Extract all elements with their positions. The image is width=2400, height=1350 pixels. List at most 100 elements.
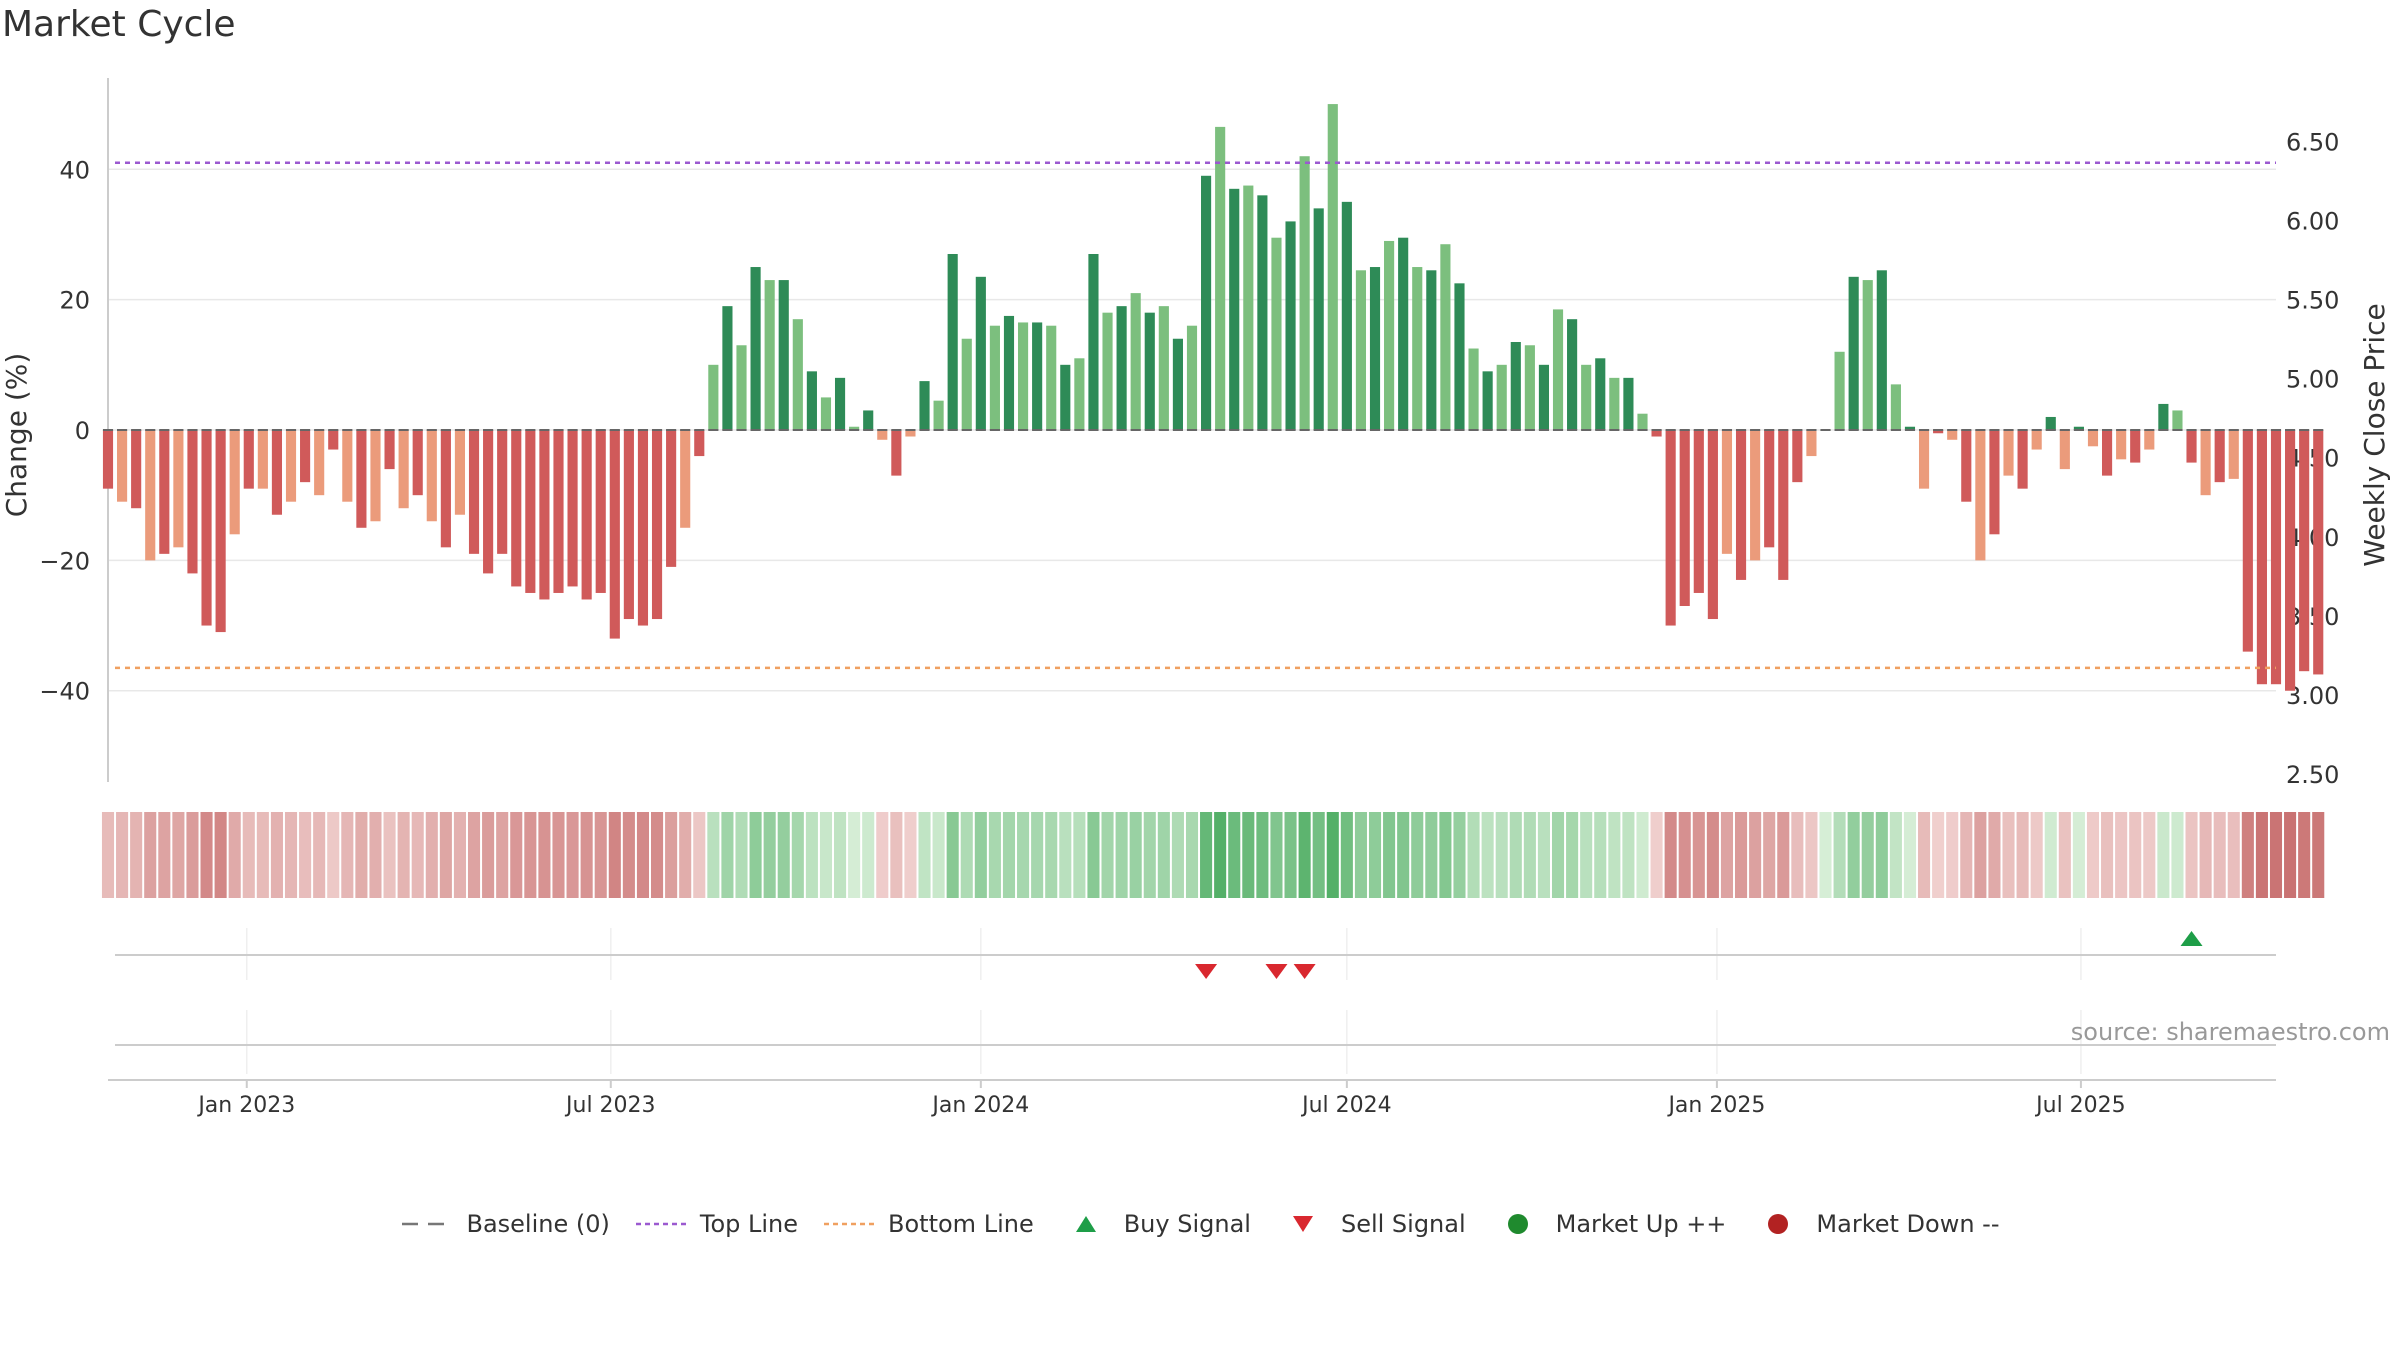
change-bar [1116,306,1127,430]
cycle-strip-cell [2016,812,2029,898]
cycle-strip-cell [1270,812,1283,898]
legend-triangle-down [1292,1216,1313,1232]
change-bar [2214,430,2225,483]
cycle-strip-cell [1171,812,1184,898]
change-bar [1130,293,1141,430]
change-bar [2116,430,2127,460]
cycle-strip-cell [482,812,495,898]
change-bar [440,430,451,548]
cycle-strip-cell [2255,812,2268,898]
change-bar [1172,338,1183,430]
cycle-strip-cell [1340,812,1353,898]
cycle-strip-cell [636,812,649,898]
change-bar [933,400,944,430]
change-bar [1003,315,1015,430]
cycle-strip-cell [116,812,129,898]
change-bar [215,430,226,633]
legend-label: Baseline (0) [466,1210,610,1238]
cycle-strip-cell [1495,812,1508,898]
cycle-strip-cell [327,812,340,898]
cycle-strip-cell [2030,812,2043,898]
change-bar [694,430,705,457]
cycle-strip-cell [1749,812,1762,898]
change-bar [1313,208,1324,430]
cycle-strip-cell [1101,812,1114,898]
change-bar [2144,430,2155,450]
change-bar [1904,426,1916,430]
legend-swatch [1075,1216,1096,1232]
cycle-strip-cell [1861,812,1874,898]
change-bar [849,426,860,430]
cycle-strip-cell [848,812,861,898]
change-bar [1426,270,1437,430]
change-bar [764,280,775,430]
legend-label: Market Down -- [1816,1210,2000,1238]
source-note: source: sharemaestro.com [2070,1018,2390,1046]
change-bar [834,377,846,430]
change-bar [820,397,832,430]
cycle-strip-cell [2312,812,2325,898]
change-bar [2130,430,2141,463]
y-axis-label-left: Change (%) [0,353,33,518]
change-bar [1229,188,1240,430]
change-bar [2073,426,2084,430]
change-bar [2256,430,2267,685]
change-bar [2172,410,2183,430]
cycle-strip-cell [1763,812,1776,898]
cycle-strip-cell [2227,812,2240,898]
change-bar [1496,364,1507,430]
change-bar [623,430,634,620]
cycle-strip-cell [1045,812,1058,898]
change-bar [1369,267,1381,430]
cycle-strip-cell [763,812,776,898]
change-bar [1933,430,1944,434]
cycle-strip-cell [749,812,762,898]
cycle-strip-cell [974,812,987,898]
change-bar [2228,430,2239,479]
cycle-strip-cell [313,812,326,898]
cycle-strip-cell [1284,812,1297,898]
cycle-strip-cell [1425,812,1438,898]
cycle-strip-cell [679,812,692,898]
sell-signal-marker [1265,964,1288,979]
change-bar [328,430,339,450]
cycle-strip-cell [834,812,847,898]
legend-label: Sell Signal [1340,1210,1466,1238]
change-bar [2031,430,2042,450]
cycle-strip-cell [158,812,171,898]
change-bar [426,430,437,522]
y-tick-label-right: 5.50 [2286,286,2339,314]
legend-dot [1507,1214,1528,1234]
legend-item: Market Down -- [1750,1210,2000,1238]
cycle-strip-cell [524,812,537,898]
change-bar [877,430,888,440]
change-bar [370,430,381,522]
cycle-strip-cell [1735,812,1748,898]
cycle-strip-cell [355,812,368,898]
change-bar [567,430,578,587]
change-bar [1665,430,1676,626]
change-bar [1989,430,2000,535]
change-bar [511,430,522,587]
cycle-strip [101,812,2325,898]
cycle-strip-cell [439,812,452,898]
cycle-strip-cell [1720,812,1733,898]
change-bar [1243,185,1254,430]
change-bar [651,430,663,620]
x-tick-label: Jan 2024 [930,1093,1029,1118]
cycle-strip-cell [2284,812,2297,898]
legend-dot [1768,1214,1789,1234]
change-bar [497,430,508,554]
cycle-strip-cell [876,812,889,898]
change-bar [1693,430,1704,593]
cycle-strip-cell [1608,812,1621,898]
cycle-strip-cell [256,812,269,898]
change-bar [2087,430,2099,447]
change-bar [2186,430,2197,463]
cycle-strip-cell [2044,812,2057,898]
change-bar [342,430,353,502]
change-bar [919,381,930,430]
cycle-strip-cell [1312,812,1325,898]
change-bar [2313,430,2324,675]
change-bar [1032,322,1043,430]
